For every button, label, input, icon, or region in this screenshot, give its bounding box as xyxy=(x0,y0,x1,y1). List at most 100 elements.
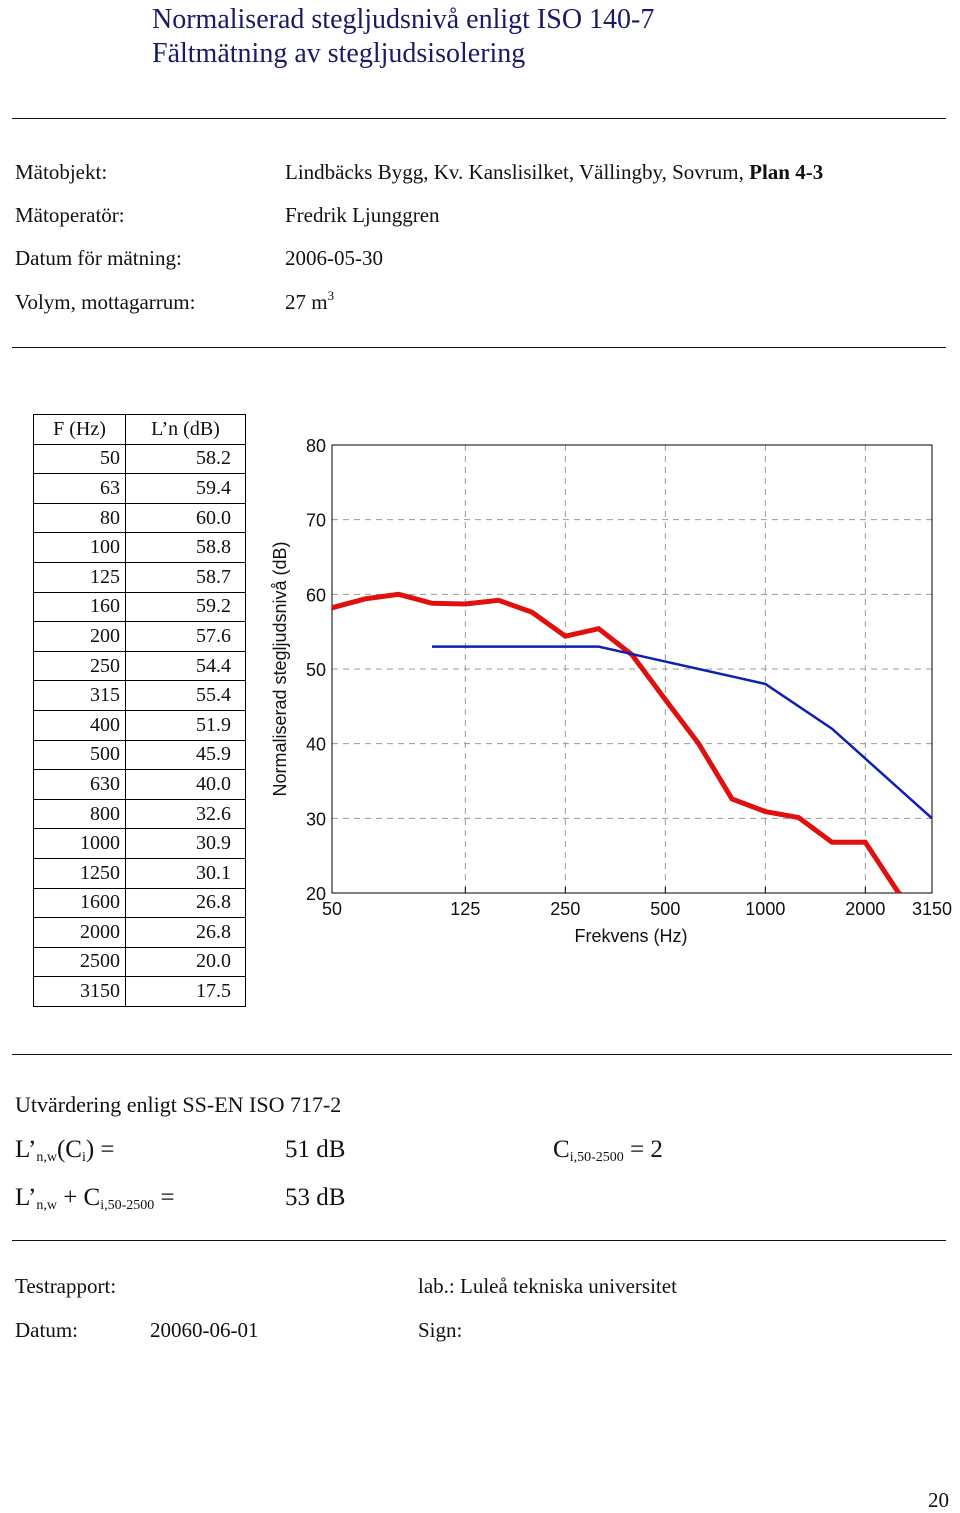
table-row: 100 58.8 xyxy=(33,532,246,563)
eval-row2-label: L’n,w + Ci,50-2500 = xyxy=(15,1184,175,1213)
x-tick-label: 250 xyxy=(550,899,580,919)
plot-frame xyxy=(331,444,933,894)
level-cell: 57.6 xyxy=(125,621,246,652)
x-tick-label: 500 xyxy=(650,899,680,919)
table-row: 250 54.4 xyxy=(33,650,246,682)
level-cell: 59.2 xyxy=(125,591,246,623)
volume-value: 27 m3 xyxy=(285,289,334,315)
table-row: 315 55.4 xyxy=(33,680,246,711)
eval-row2-value: 53 dB xyxy=(285,1184,346,1211)
eval-row2-sub: n,w xyxy=(36,1198,57,1213)
object-value: Lindbäcks Bygg, Kv. Kanslisilket, Vällin… xyxy=(285,160,823,185)
table-row: 500 45.9 xyxy=(33,739,246,771)
table-row: 2500 20.0 xyxy=(33,946,246,978)
object-value-bold: Plan 4-3 xyxy=(749,160,824,184)
page-number: 20 xyxy=(928,1488,949,1512)
frequency-cell: 200 xyxy=(33,621,126,652)
eval-row2-sub2: i,50-2500 xyxy=(100,1198,155,1213)
table-row: 63 59.4 xyxy=(33,473,246,504)
level-cell: 26.8 xyxy=(125,887,246,919)
evaluation-divider xyxy=(12,1240,946,1241)
y-tick-label: 40 xyxy=(306,735,326,755)
level-cell: 32.6 xyxy=(125,798,246,830)
eval-row1-sub2: i xyxy=(81,1150,86,1165)
column-header-frequency: F (Hz) xyxy=(33,414,126,445)
chart-divider xyxy=(12,1054,952,1055)
measured-level-line xyxy=(332,591,904,893)
eval-row1-l: L’ xyxy=(15,1136,37,1163)
eval-row1-label: L’n,w(Ci) = xyxy=(15,1136,115,1165)
y-axis-label: Normaliserad stegljudsnivå (dB) xyxy=(270,541,290,796)
level-cell: 30.9 xyxy=(125,828,246,859)
frequency-cell: 250 xyxy=(33,650,126,682)
x-tick-label: 3150 xyxy=(912,899,952,919)
x-axis-label: Frekvens (Hz) xyxy=(574,926,687,946)
volume-label: Volym, mottagarrum: xyxy=(15,290,196,314)
header-divider xyxy=(12,118,946,119)
y-tick-label: 20 xyxy=(306,884,326,904)
evaluation-heading: Utvärdering enligt SS-EN ISO 717-2 xyxy=(15,1092,342,1117)
level-cell: 40.0 xyxy=(125,769,246,800)
frequency-cell: 100 xyxy=(33,532,126,563)
frequency-cell: 50 xyxy=(33,443,126,475)
date-value: 2006-05-30 xyxy=(285,246,383,270)
impact-sound-chart: 20 30 40 50 60 70 80 50 125 250 500 1000 2000 3150 F… xyxy=(270,436,952,946)
y-tick-label: 50 xyxy=(306,660,326,680)
table-header-row: F (Hz) L’n (dB) xyxy=(33,414,246,445)
level-cell: 59.4 xyxy=(125,473,246,504)
table-row: 1000 30.9 xyxy=(33,828,246,859)
y-tick-label: 80 xyxy=(306,436,326,456)
eval-row1-value: 51 dB xyxy=(285,1136,346,1163)
frequency-cell: 315 xyxy=(33,680,126,711)
ci-sub: i,50-2500 xyxy=(569,1150,624,1165)
reference-curve-line xyxy=(432,645,932,820)
level-cell: 58.2 xyxy=(125,443,246,475)
y-tick-label: 70 xyxy=(306,511,326,531)
object-value-text: Lindbäcks Bygg, Kv. Kanslisilket, Vällin… xyxy=(285,160,744,184)
table-row: 200 57.6 xyxy=(33,621,246,652)
frequency-cell: 80 xyxy=(33,502,126,534)
chart-grid xyxy=(332,445,932,893)
eval-row1-eq: ) = xyxy=(85,1136,115,1163)
frequency-cell: 3150 xyxy=(33,976,126,1007)
x-tick-label: 2000 xyxy=(845,899,885,919)
date-label: Datum för mätning: xyxy=(15,246,182,270)
ci-value: Ci,50-2500 = 2 xyxy=(553,1136,663,1165)
level-cell: 58.8 xyxy=(125,532,246,563)
frequency-cell: 2500 xyxy=(33,946,126,978)
column-header-level: L’n (dB) xyxy=(125,414,246,445)
eval-row1-sub: n,w xyxy=(36,1150,57,1165)
page-subtitle: Fältmätning av stegljudsisolering xyxy=(152,38,526,69)
level-cell: 30.1 xyxy=(125,857,246,889)
frequency-cell: 800 xyxy=(33,798,126,830)
report-label: Testrapport: xyxy=(15,1274,117,1298)
frequency-cell: 160 xyxy=(33,591,126,623)
chart-series xyxy=(332,591,932,893)
level-cell: 17.5 xyxy=(125,976,246,1007)
frequency-cell: 1000 xyxy=(33,828,126,859)
table-row: 160 59.2 xyxy=(33,591,246,623)
level-cell: 54.4 xyxy=(125,650,246,682)
frequency-cell: 630 xyxy=(33,769,126,800)
table-row: 125 58.7 xyxy=(33,561,246,593)
x-tick-label: 1000 xyxy=(745,899,785,919)
y-tick-label: 30 xyxy=(306,809,326,829)
measurement-table: F (Hz) L’n (dB) 50 58.2 63 59.4 80 60.0 100 58.… xyxy=(33,414,246,1007)
eval-row1-c: (C xyxy=(56,1136,82,1163)
frequency-cell: 2000 xyxy=(33,917,126,948)
ci-c: C xyxy=(553,1136,570,1163)
x-tick-label: 50 xyxy=(322,899,342,919)
x-tick-label: 125 xyxy=(450,899,480,919)
table-row: 1250 30.1 xyxy=(33,857,246,889)
operator-label: Mätoperatör: xyxy=(15,203,125,227)
level-cell: 55.4 xyxy=(125,680,246,711)
y-tick-labels: 20 30 40 50 60 70 80 xyxy=(306,436,326,904)
footer-date-value: 20060-06-01 xyxy=(150,1318,259,1342)
eval-row2-l: L’ xyxy=(15,1184,37,1211)
table-row: 3150 17.5 xyxy=(33,976,246,1007)
level-cell: 51.9 xyxy=(125,709,246,741)
level-cell: 26.8 xyxy=(125,917,246,948)
level-cell: 45.9 xyxy=(125,739,246,771)
ci-eq: = 2 xyxy=(623,1136,663,1163)
x-tick-labels: 50 125 250 500 1000 2000 3150 xyxy=(322,887,952,919)
